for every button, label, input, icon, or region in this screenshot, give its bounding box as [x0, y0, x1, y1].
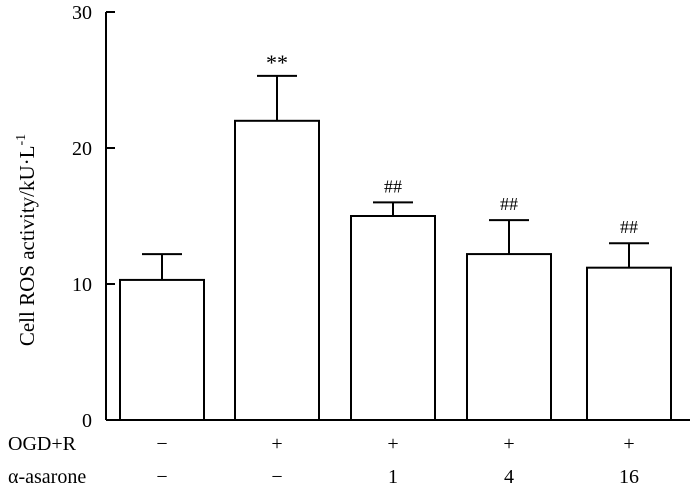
bar [350, 215, 436, 421]
bar [466, 253, 552, 421]
significance-label: ## [384, 176, 402, 196]
error-bar [489, 219, 529, 255]
bar [119, 278, 205, 422]
condition-cell: + [387, 433, 398, 455]
condition-cell: 16 [619, 466, 639, 487]
condition-cell: + [271, 433, 282, 455]
error-bars [142, 74, 649, 280]
condition-cell: + [503, 433, 514, 455]
condition-cell: + [623, 433, 634, 455]
significance-label: ## [500, 194, 518, 214]
bar [586, 266, 672, 421]
condition-cell: 4 [504, 466, 514, 487]
error-bar [142, 253, 182, 280]
condition-cell: − [156, 433, 167, 455]
condition-row-label: OGD+R [8, 433, 77, 455]
condition-cell: − [156, 466, 167, 487]
y-tick-label: 20 [72, 138, 92, 160]
significance-annotations: ** ## ## ## [266, 50, 638, 237]
y-axis-label-text: Cell ROS activity/kU·L [15, 146, 39, 347]
y-axis-label-superscript: -1 [14, 134, 29, 146]
condition-cell: 1 [388, 466, 398, 487]
significance-label: ## [620, 217, 638, 237]
bar [234, 119, 320, 422]
error-bar [257, 74, 297, 121]
bars [119, 119, 672, 422]
significance-label: ** [266, 50, 288, 75]
condition-row-label: α-asarone [8, 466, 86, 487]
y-axis-label: Cell ROS activity/kU·L-1 [14, 134, 39, 346]
y-tick-label: 30 [72, 2, 92, 24]
y-ticks: 0 10 20 30 [72, 2, 115, 432]
y-tick-label: 10 [72, 274, 92, 296]
condition-cell: − [271, 466, 282, 487]
error-bar [609, 242, 649, 268]
y-tick-label: 0 [82, 410, 92, 432]
condition-table: OGD+R − + + + + α-asarone − − 1 4 16 [8, 433, 639, 487]
error-bar [373, 201, 413, 216]
